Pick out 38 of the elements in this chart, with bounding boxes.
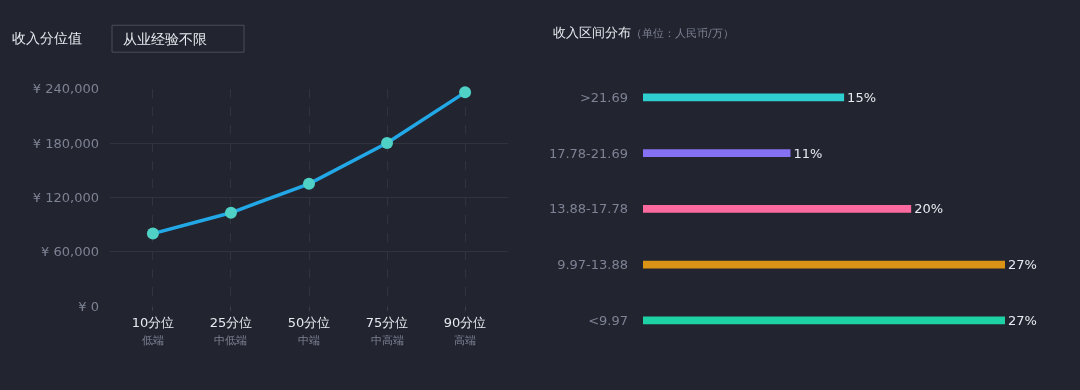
text: 中高端	[371, 334, 404, 347]
x-tick-label: 90分位	[443, 314, 487, 330]
x-tick-label: 50分位	[287, 314, 331, 330]
x-tick-label: 75分位	[365, 314, 409, 330]
y-tick-label: ¥ 240,000	[32, 81, 99, 97]
chart-title: 收入分位值	[12, 30, 82, 46]
text: 高端	[454, 334, 476, 347]
y-tick-label: <9.97	[588, 313, 628, 329]
point	[303, 177, 315, 190]
text: 中低端	[214, 334, 247, 347]
data-label: 11%	[793, 145, 823, 161]
point	[381, 137, 394, 150]
data-label: 27%	[1008, 257, 1037, 273]
data-label: 15%	[847, 89, 877, 105]
bar	[643, 205, 912, 213]
chart-subtitle: （单位：人民币/万）	[631, 27, 734, 40]
data-label: 27%	[1008, 312, 1037, 328]
point	[459, 86, 472, 99]
y-tick-label: 13.88-17.78	[548, 201, 628, 217]
text: 中端	[298, 334, 320, 347]
data-label: 20%	[914, 201, 944, 217]
point	[146, 227, 159, 240]
text: 从业经验不限	[123, 31, 207, 47]
bar	[643, 149, 791, 158]
bar	[643, 93, 845, 102]
point	[224, 206, 237, 219]
x-tick-label: 10分位	[131, 314, 175, 330]
bar	[643, 316, 1005, 325]
y-tick-label: 9.97-13.88	[557, 257, 628, 273]
text: 低端	[142, 334, 164, 347]
y-tick-label: >21.69	[579, 89, 628, 105]
bar	[643, 260, 1005, 269]
x-tick-label: 25分位	[209, 314, 253, 330]
y-tick-label: ¥ 0	[78, 298, 99, 314]
y-tick-label: ¥ 180,000	[32, 135, 99, 151]
y-tick-label: ¥ 60,000	[41, 244, 99, 260]
y-tick-label: ¥ 120,000	[32, 189, 99, 205]
y-tick-label: 17.78-21.69	[548, 145, 628, 161]
